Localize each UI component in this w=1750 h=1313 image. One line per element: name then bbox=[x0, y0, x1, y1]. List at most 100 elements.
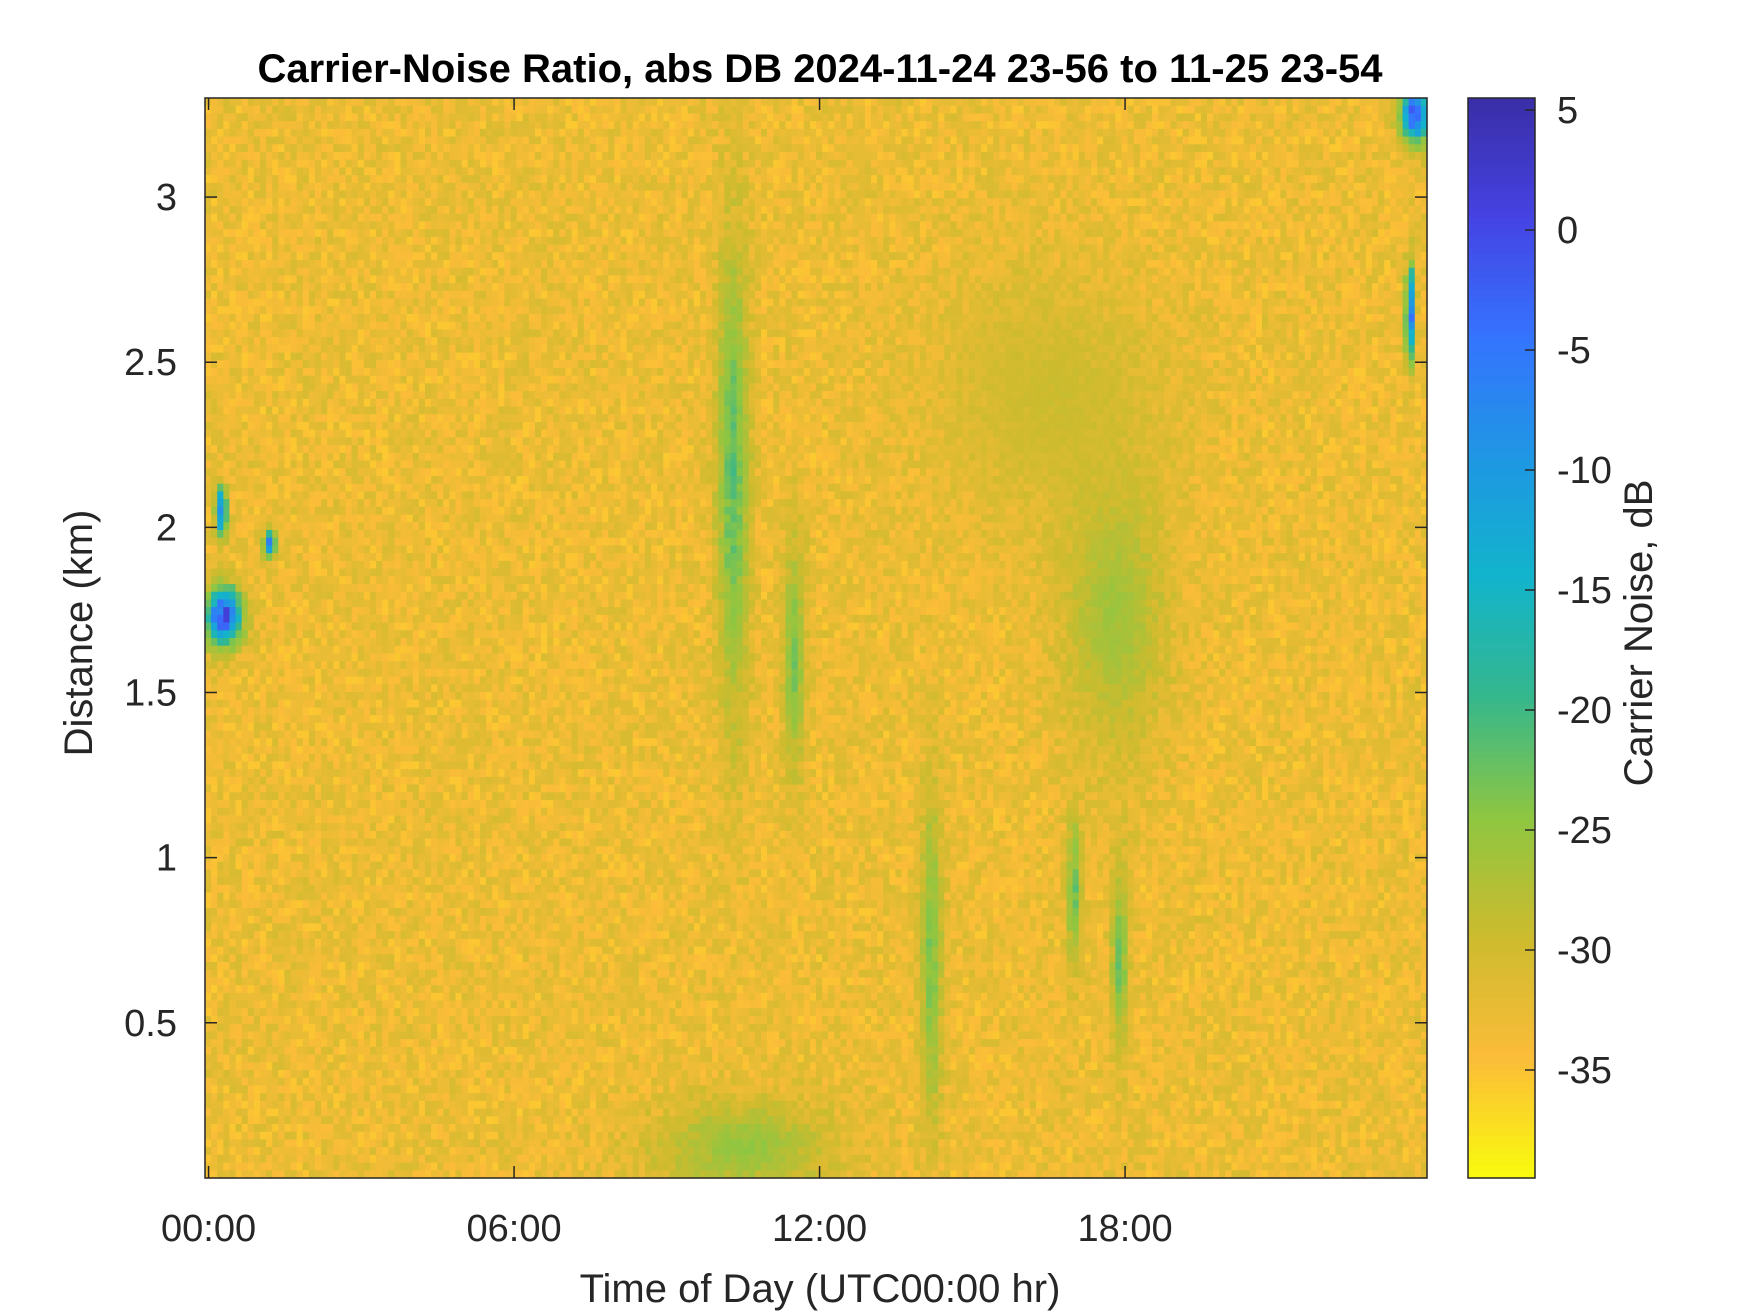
heatmap-cell bbox=[779, 252, 786, 260]
heatmap-cell bbox=[1140, 214, 1147, 222]
heatmap-cell bbox=[1164, 113, 1171, 121]
heatmap-cell bbox=[364, 167, 371, 175]
heatmap-cell bbox=[993, 106, 1000, 114]
heatmap-cell bbox=[798, 206, 805, 214]
heatmap-cell bbox=[1323, 137, 1330, 145]
heatmap-cell bbox=[682, 106, 689, 114]
heatmap-cell bbox=[773, 214, 780, 222]
heatmap-cell bbox=[1311, 229, 1318, 237]
heatmap-cell bbox=[779, 121, 786, 129]
heatmap-cell bbox=[474, 144, 481, 152]
heatmap-cell bbox=[1042, 129, 1049, 137]
heatmap-cell bbox=[339, 198, 346, 206]
heatmap-cell bbox=[730, 129, 737, 137]
heatmap-cell bbox=[596, 245, 603, 253]
heatmap-cell bbox=[663, 113, 670, 121]
heatmap-cell bbox=[608, 121, 615, 129]
heatmap-cell bbox=[407, 206, 414, 214]
heatmap-cell bbox=[1213, 160, 1220, 168]
heatmap-cell bbox=[1286, 167, 1293, 175]
heatmap-cell bbox=[1073, 121, 1080, 129]
heatmap-cell bbox=[645, 260, 652, 268]
heatmap-cell bbox=[1079, 98, 1086, 106]
heatmap-cell bbox=[401, 214, 408, 222]
heatmap-cell bbox=[908, 121, 915, 129]
heatmap-cell bbox=[260, 221, 267, 229]
heatmap-cell bbox=[816, 275, 823, 283]
heatmap-cell bbox=[651, 221, 658, 229]
heatmap-cell bbox=[419, 283, 426, 291]
heatmap-cell bbox=[272, 137, 279, 145]
heatmap-cell bbox=[1170, 175, 1177, 183]
heatmap-cell bbox=[1286, 129, 1293, 137]
heatmap-cell bbox=[999, 245, 1006, 253]
heatmap-cell bbox=[1390, 229, 1397, 237]
heatmap-cell bbox=[1103, 183, 1110, 191]
heatmap-cell bbox=[242, 167, 249, 175]
heatmap-cell bbox=[1207, 283, 1214, 291]
heatmap-cell bbox=[1238, 221, 1245, 229]
heatmap-cell bbox=[950, 221, 957, 229]
heatmap-cell bbox=[828, 183, 835, 191]
heatmap-cell bbox=[578, 237, 585, 245]
heatmap-cell bbox=[1067, 183, 1074, 191]
heatmap-cell bbox=[993, 144, 1000, 152]
heatmap-cell bbox=[437, 268, 444, 276]
heatmap-cell bbox=[865, 206, 872, 214]
heatmap-cell bbox=[1109, 144, 1116, 152]
heatmap-cell bbox=[297, 191, 304, 199]
heatmap-cell bbox=[871, 229, 878, 237]
heatmap-cell bbox=[1134, 245, 1141, 253]
heatmap-cell bbox=[889, 183, 896, 191]
heatmap-cell bbox=[590, 237, 597, 245]
heatmap-cell bbox=[614, 198, 621, 206]
heatmap-cell bbox=[779, 260, 786, 268]
heatmap-cell bbox=[1060, 160, 1067, 168]
heatmap-cell bbox=[1360, 98, 1367, 106]
heatmap-cell bbox=[1073, 206, 1080, 214]
heatmap-cell bbox=[761, 237, 768, 245]
heatmap-cell bbox=[975, 113, 982, 121]
heatmap-cell bbox=[333, 175, 340, 183]
heatmap-cell bbox=[1085, 144, 1092, 152]
heatmap-cell bbox=[773, 183, 780, 191]
heatmap-cell bbox=[1317, 106, 1324, 114]
heatmap-cell bbox=[602, 191, 609, 199]
heatmap-cell bbox=[700, 175, 707, 183]
heatmap-cell bbox=[346, 283, 353, 291]
heatmap-cell bbox=[1097, 137, 1104, 145]
heatmap-cell bbox=[284, 283, 291, 291]
heatmap-cell bbox=[1176, 214, 1183, 222]
heatmap-cell bbox=[1158, 229, 1165, 237]
heatmap-cell bbox=[859, 229, 866, 237]
heatmap-cell bbox=[1079, 191, 1086, 199]
heatmap-cell bbox=[401, 144, 408, 152]
heatmap-cell bbox=[1372, 98, 1379, 106]
heatmap-cell bbox=[1073, 283, 1080, 291]
heatmap-cell bbox=[1256, 121, 1263, 129]
heatmap-cell bbox=[657, 214, 664, 222]
heatmap-cell bbox=[847, 221, 854, 229]
heatmap-cell bbox=[1244, 237, 1251, 245]
heatmap-cell bbox=[969, 137, 976, 145]
heatmap-cell bbox=[211, 214, 218, 222]
heatmap-cell bbox=[388, 98, 395, 106]
heatmap-cell bbox=[1030, 268, 1037, 276]
heatmap-cell bbox=[724, 175, 731, 183]
heatmap-cell bbox=[602, 206, 609, 214]
heatmap-cell bbox=[932, 221, 939, 229]
heatmap-cell bbox=[272, 160, 279, 168]
heatmap-cell bbox=[382, 183, 389, 191]
heatmap-cell bbox=[1134, 183, 1141, 191]
heatmap-cell bbox=[248, 252, 255, 260]
heatmap-cell bbox=[1097, 113, 1104, 121]
heatmap-cell bbox=[1024, 237, 1031, 245]
heatmap-cell bbox=[523, 245, 530, 253]
heatmap-cell bbox=[1238, 144, 1245, 152]
heatmap-cell bbox=[492, 160, 499, 168]
heatmap-cell bbox=[834, 167, 841, 175]
heatmap-cell bbox=[388, 214, 395, 222]
heatmap-cell bbox=[309, 175, 316, 183]
heatmap-cell bbox=[242, 237, 249, 245]
heatmap-cell bbox=[1067, 214, 1074, 222]
